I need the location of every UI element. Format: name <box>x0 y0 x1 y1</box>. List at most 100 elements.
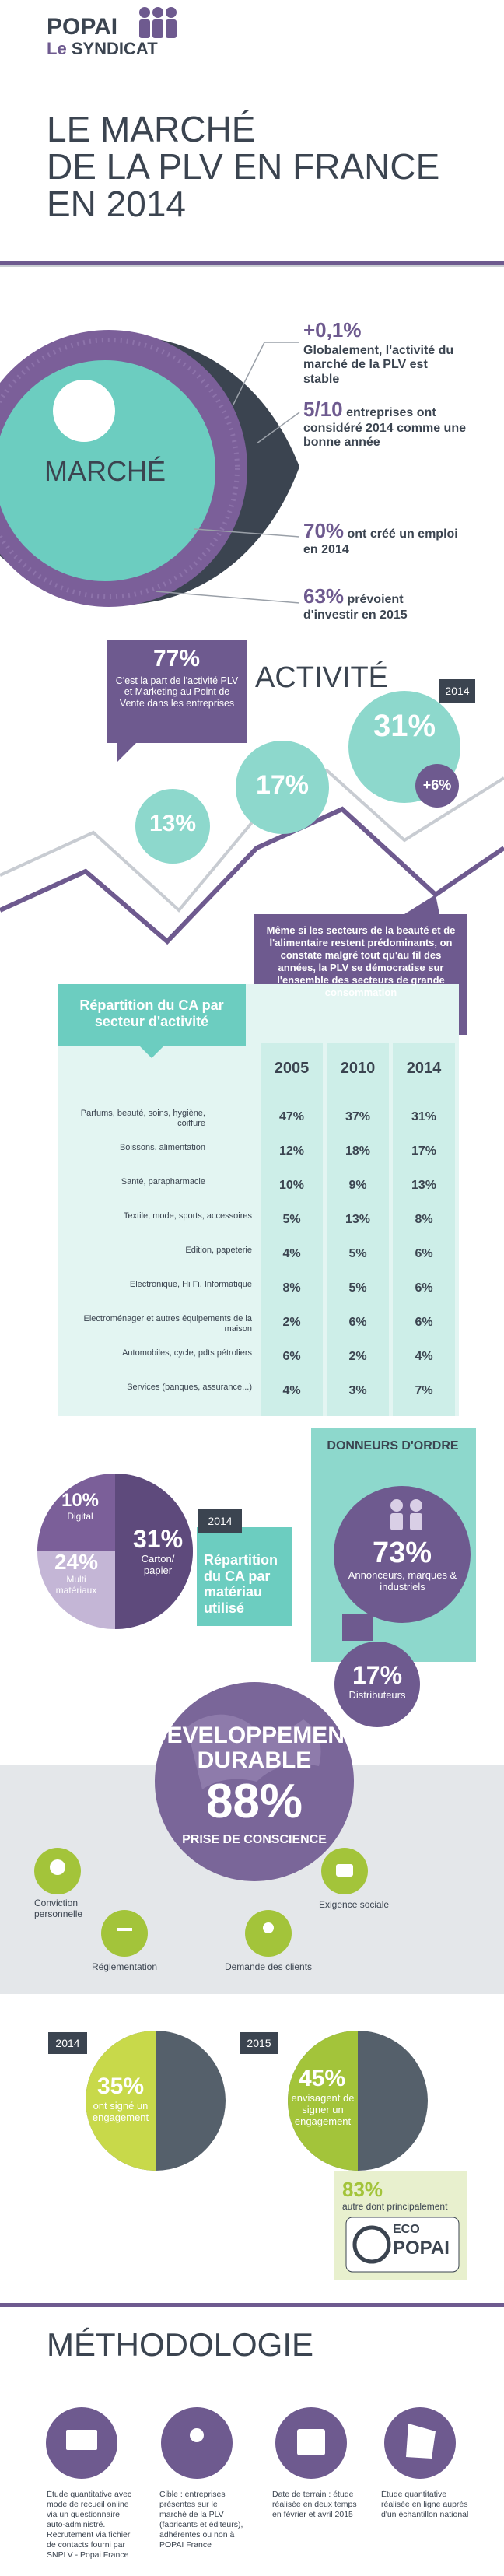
stat-text: prévoient d'investir en 2015 <box>303 593 408 622</box>
logo-text: SYNDICAT <box>71 39 158 58</box>
share-text: C'est la part de l'activité PLV et Marke… <box>115 675 239 709</box>
stat: 63% prévoient d'investir en 2015 <box>303 584 459 622</box>
cell: 10% <box>278 1179 305 1192</box>
driver-label: Réglementation <box>91 1961 158 1972</box>
pie-part <box>37 1474 115 1551</box>
eco-logo-text: ECO <box>393 2223 420 2236</box>
client-value: 73% <box>372 1537 432 1569</box>
other-value: 83% <box>342 2178 383 2201</box>
clients-title: DONNEURS D'ORDRE <box>327 1439 459 1453</box>
year-tag <box>48 2032 87 2054</box>
method-text: Cible : entreprises présentes sur le mar… <box>159 2490 243 2550</box>
logo-text: Le SYNDICAT <box>47 39 158 58</box>
driver-label: Demande des clients <box>224 1961 313 1972</box>
segment-label: Digital <box>67 1511 93 1522</box>
materials-title: Répartition du CA par matériau utilisé <box>204 1552 278 1617</box>
pie-part <box>115 1474 193 1629</box>
cell: 17% <box>411 1144 437 1158</box>
table-column <box>393 1043 455 1416</box>
globe-land <box>187 1714 321 1789</box>
year-tag <box>198 1509 242 1533</box>
engagement-value: 45% <box>298 2066 346 2091</box>
driver-label: Exigence sociale <box>319 1899 390 1910</box>
eco-logo-text: POPAI <box>393 2238 450 2259</box>
bubble <box>135 789 210 864</box>
section-title: MÉTHODOLOGIE <box>47 2326 314 2363</box>
cell: 12% <box>278 1144 305 1158</box>
column-header: 2010 <box>340 1060 376 1077</box>
table-title-box <box>58 984 246 1058</box>
half-disc <box>86 2031 156 2171</box>
segment-value: 24% <box>54 1550 99 1574</box>
cell: 6% <box>415 1247 433 1260</box>
sustainability-subtitle: PRISE DE CONSCIENCE <box>182 1833 327 1846</box>
clients-circle <box>334 1642 420 1727</box>
engagement-value: 35% <box>96 2073 145 2099</box>
logo-text: POPAI <box>47 14 118 40</box>
row-label: Electroménager et autres équipements de … <box>83 1314 252 1334</box>
row-label: Automobiles, cycle, pdts pétroliers <box>122 1348 252 1358</box>
year-tag-text: 2014 <box>445 685 470 697</box>
row-label: Textile, mode, sports, accessoires <box>123 1211 252 1221</box>
method-text: Étude quantitative avec mode de recueil … <box>47 2490 132 2560</box>
logo-icon <box>139 7 177 38</box>
people-icon <box>390 1499 422 1530</box>
client-label: Annonceurs, marques & industriels <box>348 1569 457 1593</box>
table-column <box>261 1043 323 1416</box>
shop-icon <box>342 1614 373 1641</box>
year-tag-text: 2014 <box>208 1515 233 1527</box>
cell: 13% <box>345 1213 371 1226</box>
method-icons <box>46 2407 456 2479</box>
market-label: MARCHÉ <box>44 455 166 487</box>
eco-logo <box>345 2217 460 2273</box>
section-title: ACTIVITÉ <box>255 661 389 694</box>
segment-value: 10% <box>61 1490 100 1511</box>
cell: 6% <box>415 1281 433 1295</box>
row-label: Boissons, alimentation <box>119 1143 205 1152</box>
eye-highlight <box>53 380 115 442</box>
column-header: 2005 <box>274 1060 310 1077</box>
sustainability-title: DEVELOPPEMENT DURABLE <box>140 1723 369 1773</box>
callout-lines <box>155 342 300 604</box>
half-disc <box>288 2031 358 2171</box>
year-tag <box>439 679 475 703</box>
engagement-text: envisagent de signer un engagement <box>291 2092 355 2127</box>
client-value: 17% <box>352 1661 403 1689</box>
cell: 6% <box>415 1316 433 1329</box>
row-label: Edition, papeterie <box>185 1246 252 1255</box>
table-title: Répartition du CA par secteur d'activité <box>79 997 224 1029</box>
cell: 2% <box>348 1350 367 1363</box>
logo-text: Le <box>47 39 67 58</box>
stat-value: +0,1% <box>303 318 362 342</box>
row-label: Services (banques, assurance...) <box>127 1383 252 1392</box>
row-label: Parfums, beauté, soins, hygiène, coiffur… <box>80 1109 205 1128</box>
driver-label: Conviction personnelle <box>34 1898 83 1919</box>
stat: 70% ont créé un emploi en 2014 <box>303 519 459 557</box>
cell: 47% <box>278 1110 305 1123</box>
bubble-value: 17% <box>255 770 310 800</box>
change-text: +6% <box>422 777 452 793</box>
clients-circle <box>334 1486 471 1623</box>
segment-label: Carton/ papier <box>141 1553 175 1576</box>
cell: 4% <box>282 1384 301 1397</box>
row-label: Electronique, Hi Fi, Informatique <box>129 1280 252 1289</box>
sustainability-value: 88% <box>205 1775 303 1828</box>
eco-logo-ring <box>352 2225 391 2264</box>
stat-value: 70% <box>303 519 345 542</box>
cell: 13% <box>411 1179 437 1192</box>
cell: 7% <box>415 1384 433 1397</box>
share-box <box>107 640 247 762</box>
cell: 8% <box>415 1213 433 1226</box>
cell: 4% <box>282 1247 301 1260</box>
method-text: Date de terrain : étude réalisée en deux… <box>272 2490 357 2519</box>
cell: 5% <box>348 1281 367 1295</box>
bubble-value: 13% <box>149 811 197 836</box>
column-header: 2014 <box>406 1060 442 1077</box>
row-label: Santé, parapharmacie <box>121 1177 205 1186</box>
segment-label: Multi matériaux <box>55 1574 97 1596</box>
method-glyphs <box>66 2424 436 2459</box>
